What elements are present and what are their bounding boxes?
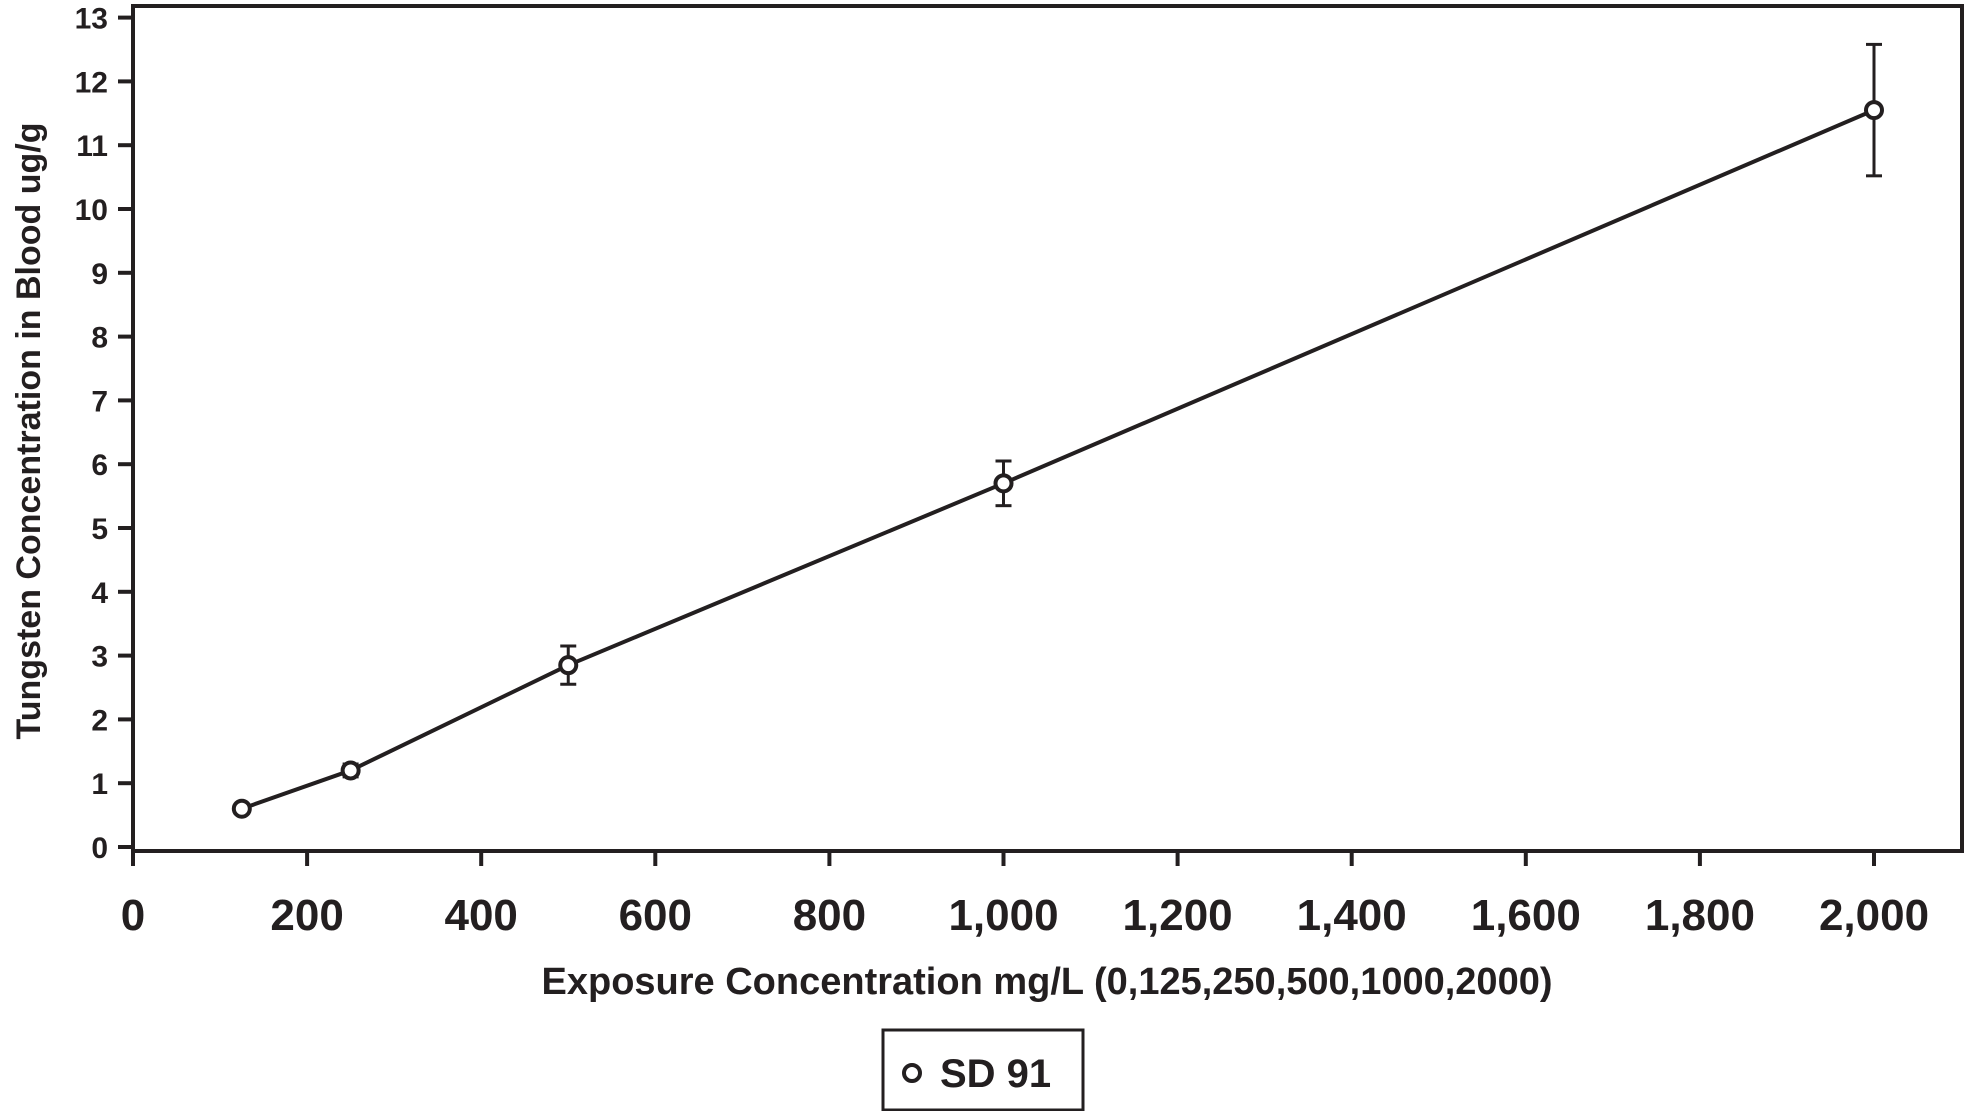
y-tick-label-4: 4 xyxy=(91,577,108,610)
data-point-0 xyxy=(231,798,252,819)
y-axis-title: Tungsten Concentration in Blood ug/g xyxy=(10,123,48,740)
y-tick-label-12: 12 xyxy=(75,66,108,99)
x-axis-title: Exposure Concentration mg/L (0,125,250,5… xyxy=(542,961,1553,1003)
legend: SD 91 xyxy=(881,1028,1085,1111)
x-tick-label-7: 1,400 xyxy=(1297,891,1407,940)
y-tick-label-7: 7 xyxy=(91,385,108,418)
y-tick-label-2: 2 xyxy=(91,704,108,737)
y-tick-label-1: 1 xyxy=(91,768,108,801)
plot-area-frame xyxy=(131,4,1964,853)
data-point-2 xyxy=(558,655,579,676)
x-tick-label-0: 0 xyxy=(121,891,145,940)
x-tick-label-2: 400 xyxy=(444,891,517,940)
legend-label-sd91: SD 91 xyxy=(940,1052,1051,1096)
legend-marker-circle xyxy=(902,1063,922,1083)
x-tick-label-3: 600 xyxy=(619,891,692,940)
x-tick-label-1: 200 xyxy=(270,891,343,940)
y-tick-label-3: 3 xyxy=(91,641,108,674)
y-tick-label-11: 11 xyxy=(76,130,108,163)
x-tick-label-6: 1,200 xyxy=(1123,891,1233,940)
y-tick-label-10: 10 xyxy=(75,194,108,227)
y-tick-label-9: 9 xyxy=(91,258,108,291)
x-tick-label-8: 1,600 xyxy=(1471,891,1581,940)
y-tick-label-0: 0 xyxy=(91,832,108,865)
data-point-3 xyxy=(993,473,1014,494)
y-tick-label-13: 13 xyxy=(75,3,108,36)
x-tick-label-4: 800 xyxy=(793,891,866,940)
x-tick-label-9: 1,800 xyxy=(1645,891,1755,940)
x-axis: 0 200 400 600 800 1,000 1,200 1,400 1,600 1,800 2,… xyxy=(121,851,1929,940)
x-tick-label-10: 2,000 xyxy=(1819,891,1929,940)
data-point-4 xyxy=(1864,100,1884,121)
data-point-1 xyxy=(340,760,361,781)
series-line-0 xyxy=(241,108,1875,811)
y-tick-label-6: 6 xyxy=(91,449,108,482)
series-layer xyxy=(231,42,1884,819)
x-tick-label-5: 1,000 xyxy=(948,891,1058,940)
y-tick-label-5: 5 xyxy=(91,513,108,546)
y-tick-label-8: 8 xyxy=(91,322,108,355)
